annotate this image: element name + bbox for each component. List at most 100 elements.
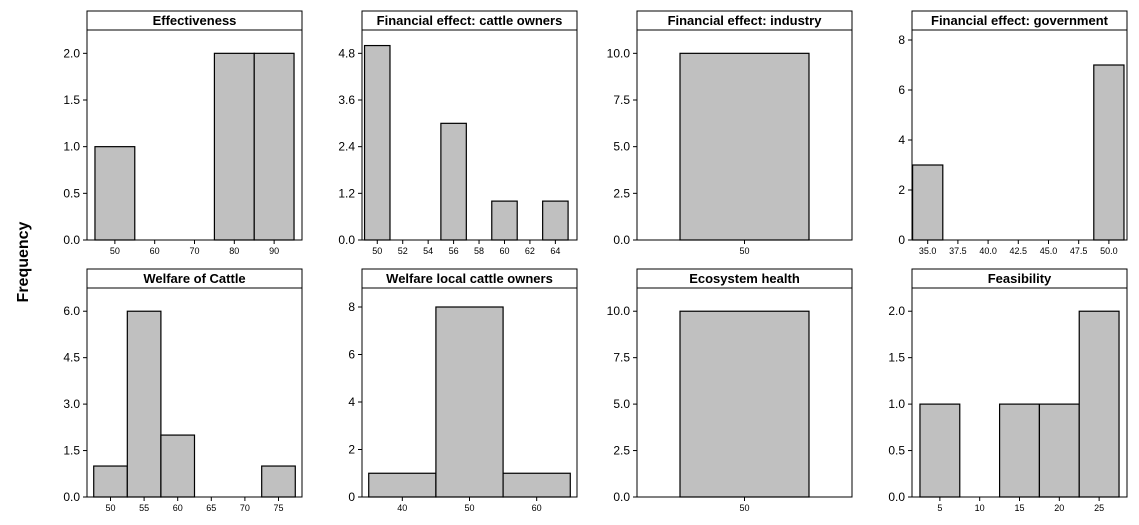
y-tick-label: 6 (348, 348, 355, 362)
x-tick-label: 47.5 (1070, 246, 1088, 256)
x-tick-label: 65 (206, 503, 216, 513)
y-tick-label: 1.0 (888, 397, 905, 411)
y-tick-label: 0.0 (888, 490, 905, 504)
x-tick-label: 20 (1054, 503, 1064, 513)
x-tick-label: 70 (189, 246, 199, 256)
x-tick-label: 75 (273, 503, 283, 513)
x-tick-label: 50 (739, 503, 749, 513)
y-tick-label: 3.0 (63, 397, 80, 411)
x-tick-label: 40 (397, 503, 407, 513)
y-tick-label: 0.5 (888, 444, 905, 458)
y-tick-label: 4 (898, 133, 905, 147)
y-tick-label: 2.4 (338, 140, 355, 154)
histogram-bar (126, 310, 162, 498)
x-tick-label: 50.0 (1100, 246, 1118, 256)
histogram-panel-1: Effectiveness 0.0 0.5 1.0 1.5 2.0 50 60 70 80 90 (63, 10, 303, 256)
x-tick-label: 60 (173, 503, 183, 513)
y-tick-label: 2.0 (888, 304, 905, 318)
panel-title: Financial effect: government (931, 13, 1109, 28)
y-tick-label: 6 (898, 83, 905, 97)
x-tick-label: 50 (739, 246, 749, 256)
histogram-bar (919, 403, 961, 498)
y-tick-label: 4 (348, 395, 355, 409)
y-tick-label: 1.5 (888, 351, 905, 365)
y-tick-label: 4.5 (63, 351, 80, 365)
histogram-bar (1093, 64, 1125, 241)
histogram-panel-4: Financial effect: government 0 2 4 6 8 35.0 37.… (898, 10, 1128, 256)
y-tick-label: 8 (898, 33, 905, 47)
histogram-panel-6: Welfare local cattle owners 0 2 4 6 8 40 50 60 (348, 268, 578, 513)
x-tick-label: 25 (1094, 503, 1104, 513)
histogram-panel-2: Financial effect: cattle owners 0.0 1.2 2.4… (338, 10, 578, 256)
plot-frame (911, 29, 1128, 241)
y-tick-label: 5.0 (613, 397, 630, 411)
y-tick-label: 7.5 (613, 351, 630, 365)
x-tick-label: 70 (240, 503, 250, 513)
panel-title: Ecosystem health (689, 271, 800, 286)
histogram-bar (261, 465, 296, 498)
x-tick-label: 56 (449, 246, 459, 256)
y-tick-label: 0.0 (613, 490, 630, 504)
y-tick-label: 1.5 (63, 93, 80, 107)
x-tick-label: 62 (525, 246, 535, 256)
x-tick-label: 60 (532, 503, 542, 513)
y-tick-label: 6.0 (63, 304, 80, 318)
y-tick-label: 5.0 (613, 140, 630, 154)
x-tick-label: 45.0 (1040, 246, 1058, 256)
y-tick-label: 3.6 (338, 93, 355, 107)
x-tick-label: 37.5 (949, 246, 967, 256)
x-tick-label: 10 (975, 503, 985, 513)
y-tick-label: 0.0 (63, 233, 80, 247)
histogram-bar (213, 52, 255, 241)
x-tick-label: 42.5 (1010, 246, 1028, 256)
x-tick-label: 52 (398, 246, 408, 256)
x-tick-label: 64 (550, 246, 560, 256)
y-tick-label: 0.0 (63, 490, 80, 504)
x-tick-label: 60 (499, 246, 509, 256)
plot-frame (361, 29, 578, 241)
histogram-bar (94, 146, 136, 241)
histogram-bar (542, 200, 569, 241)
y-tick-label: 1.2 (338, 186, 355, 200)
histogram-bar (363, 44, 391, 241)
histogram-panel-8: Feasibility 0.0 0.5 1.0 1.5 2.0 5 10 15 20 25 (888, 268, 1128, 513)
y-tick-label: 0 (898, 233, 905, 247)
y-tick-label: 0 (348, 490, 355, 504)
histogram-bar (491, 200, 518, 241)
x-tick-label: 54 (423, 246, 433, 256)
y-tick-label: 2 (348, 443, 355, 457)
histogram-panel-3: Financial effect: industry 0.0 2.5 5.0 7.5 10… (607, 10, 853, 256)
panel-title: Financial effect: cattle owners (377, 13, 563, 28)
histogram-bar (912, 164, 944, 241)
y-axis-label: Frequency (15, 221, 32, 302)
y-tick-label: 7.5 (613, 93, 630, 107)
y-tick-label: 2.5 (613, 444, 630, 458)
panel-title: Welfare local cattle owners (386, 271, 553, 286)
x-tick-label: 15 (1014, 503, 1024, 513)
histogram-bar (93, 465, 128, 498)
histogram-bar (368, 472, 437, 498)
histogram-bar (998, 403, 1041, 498)
x-tick-label: 55 (139, 503, 149, 513)
histogram-bar (253, 52, 295, 241)
histogram-bar (435, 306, 504, 498)
y-tick-label: 8 (348, 300, 355, 314)
y-tick-label: 2.0 (63, 46, 80, 60)
histogram-bar (1078, 310, 1120, 498)
histogram-bar (1038, 403, 1080, 498)
x-tick-label: 50 (464, 503, 474, 513)
y-tick-label: 10.0 (607, 46, 631, 60)
histogram-bar (502, 472, 571, 498)
x-tick-label: 60 (150, 246, 160, 256)
x-tick-label: 40.0 (979, 246, 997, 256)
histogram-bar (679, 52, 810, 241)
x-tick-label: 35.0 (919, 246, 937, 256)
y-tick-label: 1.5 (63, 444, 80, 458)
x-tick-label: 50 (106, 503, 116, 513)
histogram-bar (160, 434, 196, 498)
y-tick-label: 4.8 (338, 46, 355, 60)
panel-title: Welfare of Cattle (143, 271, 245, 286)
histogram-panel-5: Welfare of Cattle 0.0 1.5 3.0 4.5 6.0 50 55 60 65… (63, 268, 303, 513)
y-tick-label: 0.0 (613, 233, 630, 247)
